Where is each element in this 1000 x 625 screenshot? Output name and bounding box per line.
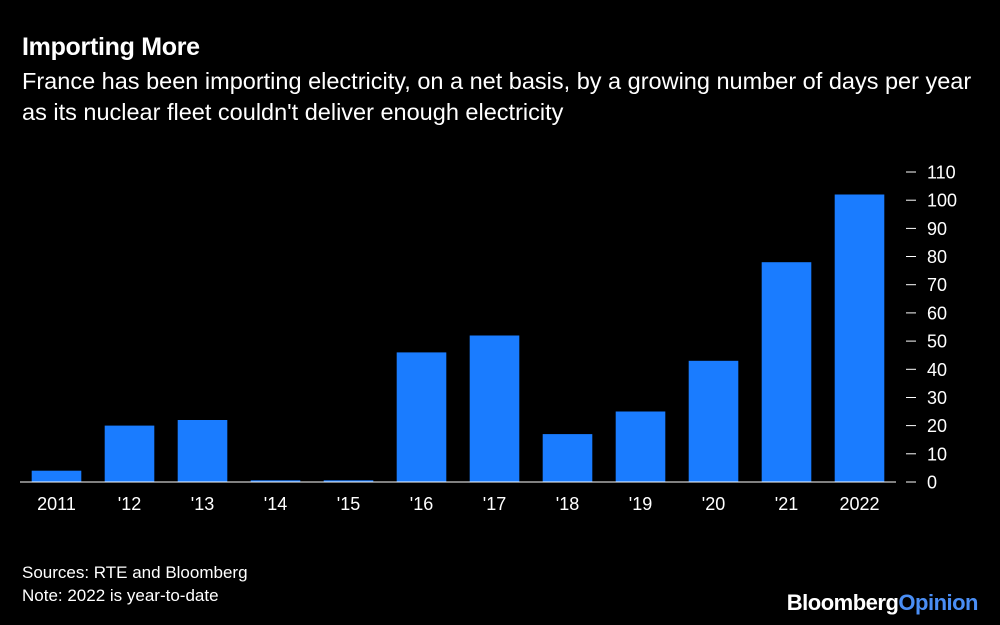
bar-21 bbox=[761, 262, 812, 482]
x-tick-label: '14 bbox=[264, 494, 287, 514]
bar-16 bbox=[396, 352, 447, 482]
y-tick-label: 50 bbox=[927, 332, 947, 352]
y-tick-label: 30 bbox=[927, 388, 947, 408]
x-tick-label: '17 bbox=[483, 494, 506, 514]
x-tick-label: '15 bbox=[337, 494, 360, 514]
y-tick-label: 20 bbox=[927, 416, 947, 436]
x-tick-label: '21 bbox=[775, 494, 798, 514]
y-axis: 0 10 20 30 40 50 60 70 80 90 100 110 bbox=[906, 163, 957, 493]
x-axis-labels: 2011 '12 '13 '14 '15 '16 '17 '18 '19 '20 '21 2022 bbox=[37, 494, 879, 514]
y-tick-label: 110 bbox=[927, 163, 956, 183]
y-tick-label: 0 bbox=[927, 473, 937, 493]
bar-20 bbox=[688, 360, 739, 482]
logo-bloomberg: Bloomberg bbox=[786, 590, 899, 615]
y-tick-label: 70 bbox=[927, 275, 947, 295]
x-tick-label: '18 bbox=[556, 494, 579, 514]
y-tick-label: 100 bbox=[927, 191, 957, 211]
sources-note: Sources: RTE and Bloomberg bbox=[22, 563, 248, 582]
y-tick-label: 10 bbox=[927, 444, 947, 464]
bar-2022 bbox=[834, 194, 885, 482]
x-tick-label: 2011 bbox=[37, 494, 76, 514]
y-tick-label: 60 bbox=[927, 303, 947, 323]
bar-19 bbox=[615, 411, 666, 482]
logo-opinion: Opinion bbox=[898, 590, 978, 615]
bar-12 bbox=[104, 425, 155, 482]
bar-13 bbox=[177, 420, 228, 482]
x-tick-label: '12 bbox=[118, 494, 141, 514]
chart-footer: Sources: RTE and Bloomberg Note: 2022 is… bbox=[22, 561, 248, 607]
x-tick-label: '13 bbox=[191, 494, 214, 514]
chart-title: Importing More bbox=[22, 33, 200, 61]
bar-2011 bbox=[31, 470, 82, 482]
bar-17 bbox=[469, 335, 520, 482]
bar-15 bbox=[323, 480, 374, 482]
x-tick-label: 2022 bbox=[839, 494, 879, 514]
bar-14 bbox=[250, 480, 301, 482]
bloomberg-opinion-logo: BloombergOpinion bbox=[786, 590, 979, 616]
bars-group bbox=[31, 194, 885, 482]
x-tick-label: '16 bbox=[410, 494, 433, 514]
y-tick-label: 40 bbox=[927, 360, 947, 380]
x-tick-label: '20 bbox=[702, 494, 725, 514]
y-tick-label: 90 bbox=[927, 219, 947, 239]
bar-18 bbox=[542, 434, 593, 482]
x-tick-label: '19 bbox=[629, 494, 652, 514]
y-tick-label: 80 bbox=[927, 247, 947, 267]
chart-subtitle: France has been importing electricity, o… bbox=[22, 68, 972, 125]
date-note: Note: 2022 is year-to-date bbox=[22, 586, 219, 605]
